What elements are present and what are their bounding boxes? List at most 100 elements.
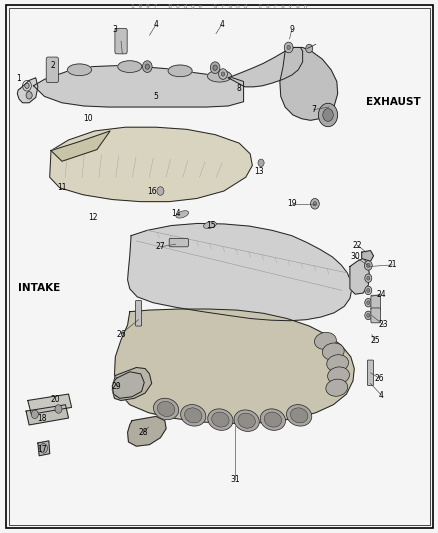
Ellipse shape [314, 333, 336, 350]
Polygon shape [112, 372, 144, 398]
Text: EXHAUST: EXHAUST [365, 96, 420, 107]
Text: 26: 26 [374, 374, 383, 383]
Text: 8: 8 [236, 84, 241, 93]
Ellipse shape [168, 65, 192, 77]
Text: 19: 19 [286, 199, 296, 208]
Circle shape [364, 311, 371, 320]
Polygon shape [38, 441, 49, 456]
Ellipse shape [321, 343, 343, 360]
Ellipse shape [211, 412, 229, 427]
Text: 4: 4 [378, 391, 383, 400]
Text: 3: 3 [112, 26, 117, 35]
Circle shape [364, 261, 371, 270]
Ellipse shape [117, 61, 141, 72]
Text: 24: 24 [376, 289, 385, 298]
Circle shape [366, 313, 369, 317]
Ellipse shape [207, 70, 231, 82]
Circle shape [322, 109, 332, 122]
Ellipse shape [260, 409, 285, 430]
Circle shape [284, 42, 292, 53]
Circle shape [286, 45, 290, 50]
Polygon shape [361, 251, 373, 261]
Text: 2: 2 [51, 61, 56, 70]
Text: 27: 27 [155, 243, 165, 252]
Polygon shape [349, 259, 368, 294]
Polygon shape [114, 309, 353, 423]
Text: 11: 11 [57, 183, 67, 192]
Text: 1: 1 [16, 74, 21, 83]
Text: 14: 14 [170, 209, 180, 218]
Circle shape [366, 288, 369, 292]
Circle shape [364, 286, 371, 295]
FancyBboxPatch shape [370, 295, 380, 310]
Ellipse shape [237, 413, 255, 428]
Text: 10: 10 [83, 114, 93, 123]
Text: 15: 15 [205, 221, 215, 230]
Circle shape [142, 61, 152, 72]
Circle shape [218, 69, 227, 79]
Text: 12: 12 [88, 213, 97, 222]
Text: 20: 20 [50, 395, 60, 404]
Circle shape [366, 301, 369, 304]
Text: 30: 30 [350, 253, 359, 261]
Polygon shape [228, 47, 302, 87]
Ellipse shape [325, 379, 347, 396]
Text: 31: 31 [230, 475, 239, 483]
Circle shape [310, 198, 318, 209]
Text: 21: 21 [387, 261, 396, 269]
Polygon shape [112, 368, 151, 400]
Text: 28: 28 [138, 428, 147, 437]
Polygon shape [51, 131, 110, 161]
Circle shape [364, 298, 371, 307]
Polygon shape [28, 394, 71, 414]
Ellipse shape [207, 409, 233, 430]
Text: 25: 25 [369, 336, 379, 345]
Circle shape [145, 64, 149, 69]
Ellipse shape [286, 405, 311, 426]
Ellipse shape [203, 222, 216, 229]
Ellipse shape [67, 64, 91, 76]
FancyBboxPatch shape [46, 57, 58, 83]
Circle shape [212, 65, 217, 70]
Text: 5: 5 [153, 92, 158, 101]
Ellipse shape [180, 405, 205, 426]
Circle shape [221, 72, 224, 76]
Circle shape [312, 201, 316, 206]
Text: 4: 4 [153, 20, 158, 29]
Text: 7: 7 [311, 105, 315, 114]
FancyBboxPatch shape [367, 360, 373, 385]
Text: 22: 22 [352, 241, 361, 250]
Circle shape [39, 443, 47, 453]
Circle shape [318, 103, 337, 127]
Polygon shape [33, 66, 243, 107]
Circle shape [258, 159, 264, 166]
Text: INTAKE: INTAKE [18, 283, 60, 293]
Ellipse shape [157, 401, 174, 416]
Polygon shape [127, 223, 351, 321]
Ellipse shape [326, 354, 348, 372]
Circle shape [210, 62, 219, 74]
Text: 18: 18 [37, 414, 47, 423]
Ellipse shape [176, 211, 188, 218]
Ellipse shape [153, 398, 178, 419]
Text: 29: 29 [112, 382, 121, 391]
Text: 23: 23 [378, 320, 388, 329]
Text: 4: 4 [219, 20, 224, 29]
Polygon shape [127, 416, 166, 446]
Polygon shape [26, 405, 68, 425]
Polygon shape [17, 78, 38, 103]
Text: 26: 26 [116, 329, 126, 338]
Circle shape [26, 92, 32, 99]
FancyBboxPatch shape [370, 308, 380, 323]
Polygon shape [279, 47, 337, 120]
Ellipse shape [264, 412, 281, 427]
Circle shape [31, 410, 38, 418]
Ellipse shape [184, 408, 201, 423]
Circle shape [364, 274, 371, 282]
Circle shape [25, 83, 29, 88]
FancyBboxPatch shape [115, 28, 127, 54]
Ellipse shape [290, 408, 307, 423]
Text: 9: 9 [289, 26, 293, 35]
Circle shape [305, 44, 312, 53]
Circle shape [156, 187, 163, 195]
